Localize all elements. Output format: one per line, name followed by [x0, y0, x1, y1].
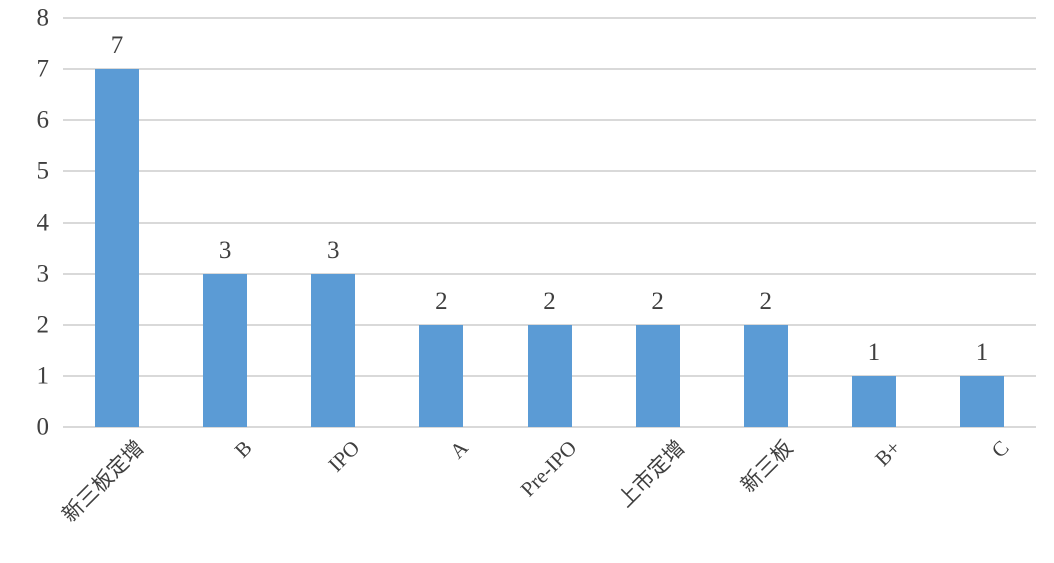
x-axis-tick-label: 新三板定增 [57, 435, 149, 527]
bar[interactable] [95, 69, 140, 427]
gridline [63, 68, 1036, 71]
y-axis-tick-label: 1 [36, 362, 50, 390]
y-axis-tick-label: 7 [36, 55, 50, 83]
y-axis-tick-label: 0 [36, 413, 50, 441]
gridline [63, 221, 1036, 224]
bar-value-label: 3 [327, 236, 340, 264]
x-axis-tick-label: 新三板 [735, 435, 798, 498]
bar-value-label: 1 [867, 338, 881, 366]
bar[interactable] [851, 375, 896, 427]
gridline [63, 426, 1036, 428]
gridline [63, 170, 1036, 173]
bar[interactable] [959, 375, 1004, 427]
bar-value-label: 7 [110, 32, 124, 60]
bar[interactable] [203, 273, 248, 427]
bar-value-label: 3 [218, 236, 232, 264]
bar-value-label: 2 [543, 287, 556, 315]
x-axis-tick-label: IPO [323, 435, 365, 477]
bar[interactable] [527, 324, 572, 427]
x-axis-tick-label: A [445, 435, 473, 464]
y-axis-tick-label: 8 [36, 4, 50, 32]
gridline [63, 119, 1036, 122]
plot-area [63, 17, 1036, 428]
y-axis-tick-label: 3 [36, 260, 50, 288]
x-axis-tick-label: B [229, 435, 257, 463]
bar[interactable] [635, 324, 680, 427]
bar-value-label: 2 [435, 287, 448, 315]
x-axis-tick-label: B+ [870, 435, 906, 471]
x-axis-tick-label: Pre-IPO [515, 435, 582, 502]
bar[interactable] [419, 324, 464, 427]
y-axis-tick-label: 6 [36, 106, 50, 134]
bar[interactable] [311, 273, 356, 427]
bar-value-label: 1 [975, 338, 989, 366]
y-axis-tick-label: 5 [36, 157, 50, 185]
bar-value-label: 2 [651, 287, 664, 315]
y-axis-tick-label: 2 [36, 311, 50, 339]
bar-value-label: 2 [759, 287, 772, 315]
x-axis-tick-label: C [986, 435, 1014, 463]
y-axis-tick-label: 4 [36, 209, 50, 236]
bar[interactable] [743, 324, 788, 427]
gridline [63, 272, 1036, 275]
x-axis-tick-label: 上市定增 [612, 435, 690, 512]
gridline [63, 17, 1036, 19]
